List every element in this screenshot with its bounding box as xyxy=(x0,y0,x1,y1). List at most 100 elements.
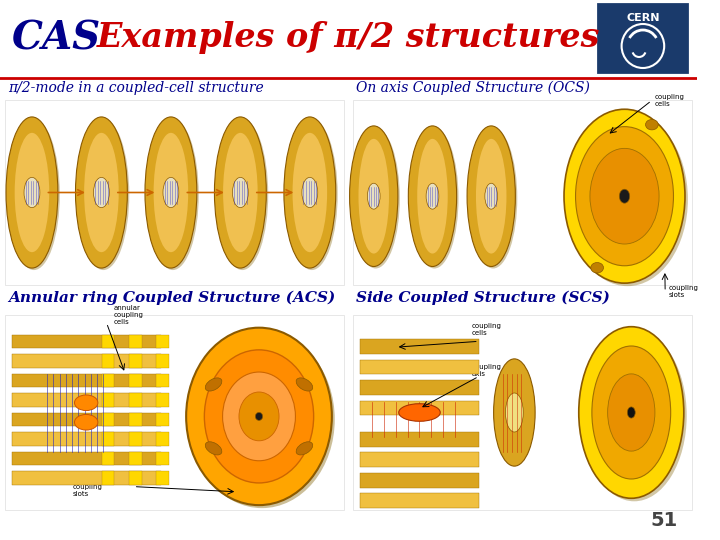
Ellipse shape xyxy=(408,126,456,267)
Bar xyxy=(129,374,142,387)
Ellipse shape xyxy=(205,378,222,391)
Ellipse shape xyxy=(223,133,258,252)
Ellipse shape xyxy=(579,327,684,498)
Bar xyxy=(156,413,168,426)
Text: coupling
slots: coupling slots xyxy=(73,484,102,497)
Bar xyxy=(360,494,479,508)
Text: On axis Coupled Structure (OCS): On axis Coupled Structure (OCS) xyxy=(356,81,590,95)
Text: coupling
cells: coupling cells xyxy=(655,94,685,107)
Ellipse shape xyxy=(627,407,635,418)
Bar xyxy=(12,451,161,465)
Ellipse shape xyxy=(505,393,523,432)
Ellipse shape xyxy=(302,177,318,207)
Ellipse shape xyxy=(410,128,459,268)
Ellipse shape xyxy=(350,126,398,267)
Ellipse shape xyxy=(426,183,438,209)
Ellipse shape xyxy=(145,117,197,268)
Ellipse shape xyxy=(6,117,58,268)
Ellipse shape xyxy=(469,128,517,268)
Ellipse shape xyxy=(14,133,49,252)
Bar xyxy=(156,432,168,445)
Bar xyxy=(156,374,168,387)
Ellipse shape xyxy=(646,119,658,130)
Ellipse shape xyxy=(590,148,659,244)
Bar xyxy=(12,413,161,426)
Bar xyxy=(129,432,142,445)
Bar xyxy=(129,471,142,485)
Bar xyxy=(12,374,161,387)
Bar xyxy=(360,453,479,467)
FancyBboxPatch shape xyxy=(598,4,688,72)
Bar xyxy=(129,413,142,426)
Ellipse shape xyxy=(399,404,440,421)
Bar xyxy=(102,334,114,348)
Bar xyxy=(360,380,479,395)
Ellipse shape xyxy=(74,415,98,430)
Ellipse shape xyxy=(476,139,506,254)
Bar xyxy=(156,354,168,368)
Ellipse shape xyxy=(296,378,312,391)
Ellipse shape xyxy=(575,127,673,266)
Text: π/2-mode in a coupled-cell structure: π/2-mode in a coupled-cell structure xyxy=(8,81,264,95)
Bar xyxy=(156,451,168,465)
Ellipse shape xyxy=(592,346,671,479)
Bar xyxy=(102,393,114,407)
Ellipse shape xyxy=(608,374,655,451)
Bar xyxy=(156,471,168,485)
Bar xyxy=(129,393,142,407)
Text: Side Coupled Structure (SCS): Side Coupled Structure (SCS) xyxy=(356,291,610,305)
Bar xyxy=(129,451,142,465)
Ellipse shape xyxy=(417,139,448,254)
Bar xyxy=(102,413,114,426)
Ellipse shape xyxy=(359,139,389,254)
Bar xyxy=(12,354,161,368)
Bar xyxy=(102,471,114,485)
Ellipse shape xyxy=(286,119,338,270)
FancyBboxPatch shape xyxy=(5,100,343,285)
Ellipse shape xyxy=(215,117,266,268)
Ellipse shape xyxy=(147,119,199,270)
Ellipse shape xyxy=(233,177,248,207)
Ellipse shape xyxy=(222,372,295,461)
Ellipse shape xyxy=(84,133,119,252)
Ellipse shape xyxy=(204,350,314,483)
FancyBboxPatch shape xyxy=(5,315,343,510)
Ellipse shape xyxy=(351,128,400,268)
Bar xyxy=(360,360,479,374)
Ellipse shape xyxy=(239,392,279,441)
Text: annular
coupling
cells: annular coupling cells xyxy=(113,305,143,325)
Text: Examples of π/2 structures: Examples of π/2 structures xyxy=(96,22,600,55)
Ellipse shape xyxy=(78,119,130,270)
Bar xyxy=(129,334,142,348)
Bar xyxy=(12,432,161,445)
Text: CERN: CERN xyxy=(626,13,660,23)
Ellipse shape xyxy=(284,117,336,268)
Bar xyxy=(102,432,114,445)
Bar xyxy=(360,339,479,354)
Ellipse shape xyxy=(163,177,179,207)
Ellipse shape xyxy=(485,183,498,209)
Ellipse shape xyxy=(564,109,685,283)
Text: 51: 51 xyxy=(650,511,678,530)
Text: CAS: CAS xyxy=(12,19,101,57)
Bar xyxy=(102,374,114,387)
Bar xyxy=(12,471,161,485)
Text: coupling
slots: coupling slots xyxy=(669,285,698,298)
Ellipse shape xyxy=(205,442,222,455)
Bar xyxy=(360,473,479,488)
Ellipse shape xyxy=(186,328,332,505)
Ellipse shape xyxy=(153,133,188,252)
Bar xyxy=(156,393,168,407)
Text: Annular ring Coupled Structure (ACS): Annular ring Coupled Structure (ACS) xyxy=(8,291,335,305)
Bar xyxy=(102,451,114,465)
Ellipse shape xyxy=(76,117,127,268)
Ellipse shape xyxy=(217,119,269,270)
Bar xyxy=(12,393,161,407)
Text: coupling
axis: coupling axis xyxy=(472,364,502,377)
Text: coupling
cells: coupling cells xyxy=(472,323,502,336)
Bar xyxy=(156,334,168,348)
Ellipse shape xyxy=(582,330,687,501)
Ellipse shape xyxy=(619,189,630,203)
Ellipse shape xyxy=(292,133,327,252)
Ellipse shape xyxy=(189,330,335,508)
